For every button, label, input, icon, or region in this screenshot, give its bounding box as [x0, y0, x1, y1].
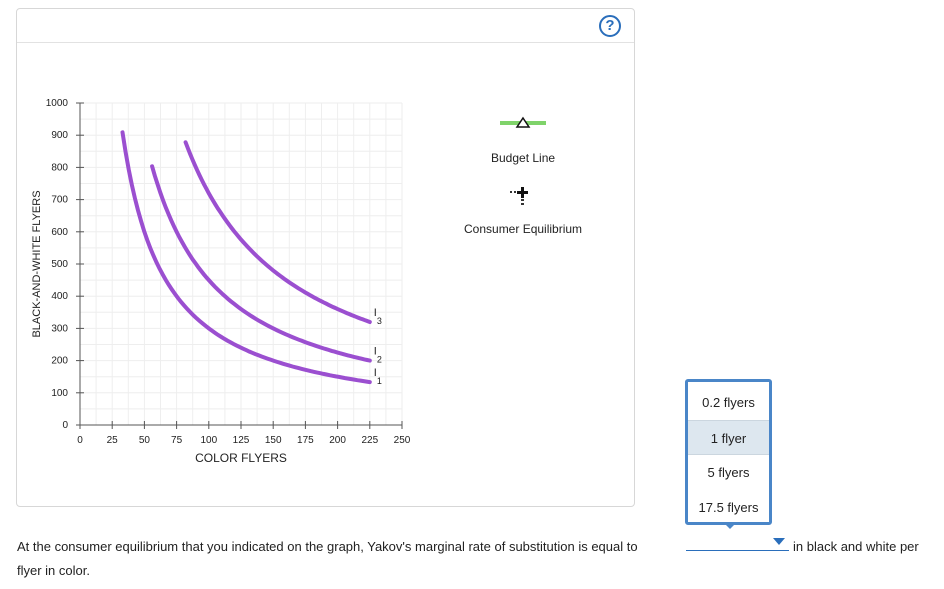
legend-budget-line-tool[interactable]	[498, 114, 548, 134]
y-tick-label: 100	[51, 388, 68, 399]
mrs-answer-dropdown[interactable]	[686, 533, 789, 551]
indifference-curve-i2	[150, 164, 372, 363]
legend-budget-line-label: Budget Line	[491, 151, 556, 165]
dropdown-pointer	[723, 522, 737, 529]
dropdown-menu: 0.2 flyers 1 flyer 5 flyers 17.5 flyers	[685, 379, 772, 529]
curve-label-i1: I1	[374, 367, 382, 386]
question-text-line2: flyer in color.	[17, 563, 90, 578]
y-tick-label: 300	[51, 323, 68, 334]
budget-line-icon	[500, 116, 546, 128]
panel-header-divider	[17, 42, 634, 43]
chevron-down-icon[interactable]	[773, 538, 785, 545]
x-tick-label: 200	[329, 435, 346, 446]
question-text: At the consumer equilibrium that you ind…	[17, 535, 638, 578]
dropdown-option[interactable]: 5 flyers	[707, 465, 750, 480]
indifference-curve-i1	[120, 130, 372, 385]
x-tick-label: 250	[394, 435, 411, 446]
y-tick-label: 500	[51, 259, 68, 270]
x-tick-label: 100	[200, 435, 217, 446]
y-tick-label: 800	[51, 162, 68, 173]
question-text-before: At the consumer equilibrium that you ind…	[17, 539, 638, 554]
graph-panel: ?	[16, 8, 635, 507]
x-tick-label: 50	[139, 435, 151, 446]
y-axis-label: BLACK-AND-WHITE FLYERS	[31, 190, 43, 337]
y-tick-label: 700	[51, 195, 68, 206]
x-tick-label: 225	[361, 435, 378, 446]
y-tick-label: 1000	[46, 98, 69, 109]
curve-label-i3: I3	[374, 307, 382, 326]
question-text-after: in black and white per	[793, 539, 919, 554]
curve-label-i2: I2	[374, 346, 382, 365]
indifference-curve-i3	[183, 140, 372, 324]
x-tick-label: 75	[171, 435, 183, 446]
y-tick-label: 400	[51, 291, 68, 302]
x-tick-label: 150	[265, 435, 282, 446]
x-tick-label: 125	[233, 435, 250, 446]
y-tick-label: 900	[51, 130, 68, 141]
legend-consumer-equilibrium-label: Consumer Equilibrium	[464, 222, 583, 236]
y-tick-label: 200	[51, 356, 68, 367]
x-tick-label: 25	[107, 435, 119, 446]
x-tick-label: 0	[77, 435, 83, 446]
x-axis-label: COLOR FLYERS	[195, 451, 287, 465]
equilibrium-plus-icon	[510, 187, 528, 205]
dropdown-option[interactable]: 17.5 flyers	[698, 500, 759, 515]
y-tick-label: 0	[62, 420, 68, 431]
y-tick-label: 600	[51, 227, 68, 238]
x-tick-label: 175	[297, 435, 314, 446]
indifference-curve-graph: 0 25 50 75 100 125 150 175 200 225 250 0 100 200 300 40…	[31, 98, 411, 465]
legend-consumer-equilibrium-tool[interactable]	[508, 186, 530, 206]
dropdown-option[interactable]: 0.2 flyers	[702, 395, 755, 410]
dropdown-option-highlighted[interactable]: 1 flyer	[688, 420, 769, 455]
help-button[interactable]: ?	[599, 15, 621, 37]
